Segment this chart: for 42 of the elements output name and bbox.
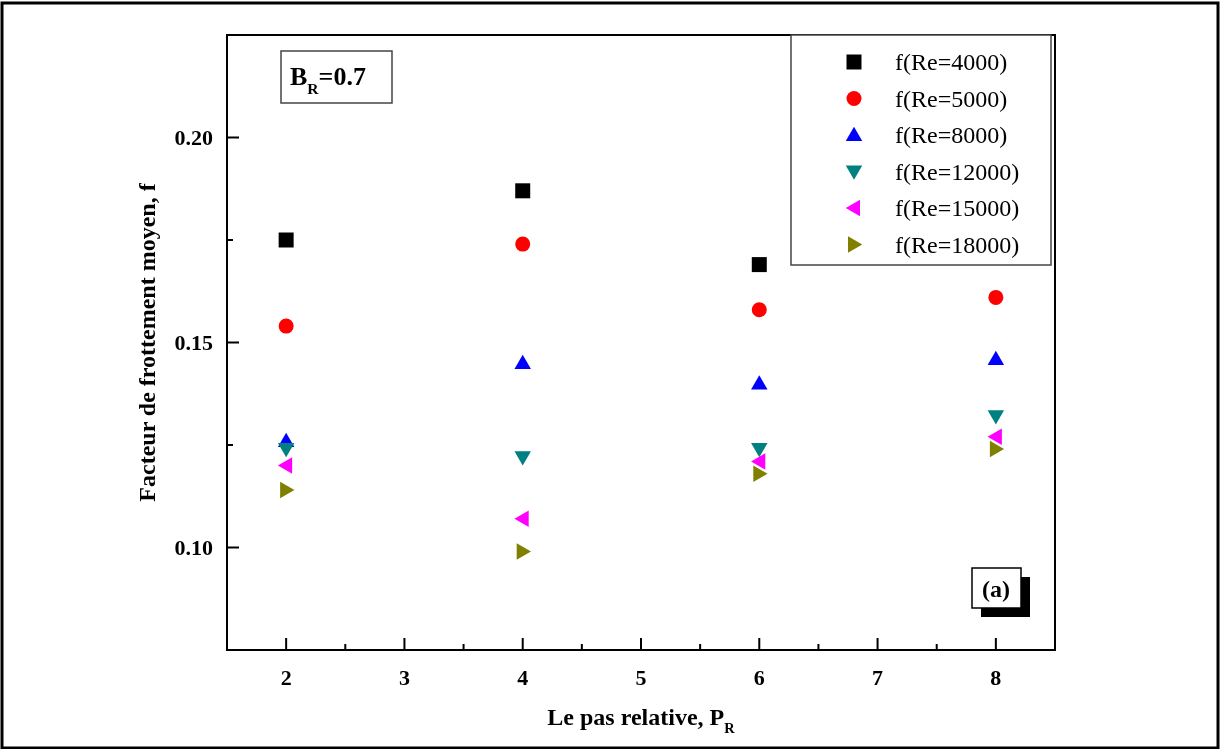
point [516, 543, 531, 560]
point [987, 410, 1005, 425]
point [987, 350, 1005, 365]
point [514, 354, 531, 369]
x-tick-label: 4 [517, 665, 529, 690]
y-axis-title: Facteur de frottement moyen, f [134, 182, 160, 502]
y-tick-label: 0.10 [174, 534, 213, 560]
annotation: (a) [982, 576, 1010, 602]
point [514, 510, 529, 528]
x-tick-label: 5 [635, 665, 647, 690]
point [278, 318, 294, 334]
point [514, 451, 531, 466]
point [989, 440, 1005, 458]
legend-label: f(Re=12000) [895, 158, 1020, 185]
point [751, 375, 768, 390]
point [987, 428, 1002, 446]
point [277, 443, 295, 458]
point [515, 236, 531, 252]
x-tick-label: 2 [280, 665, 292, 690]
point [751, 453, 766, 470]
legend-label: f(Re=5000) [895, 85, 1008, 112]
point [277, 457, 293, 474]
y-tick-label: 0.15 [174, 329, 213, 355]
point [988, 289, 1004, 305]
x-tick-label: 8 [990, 665, 1002, 690]
legend-label: f(Re=18000) [895, 231, 1020, 258]
legend-label: f(Re=4000) [895, 49, 1008, 75]
x-axis-title: Le pas relative, P$_{R}$ [547, 704, 736, 736]
point [751, 443, 768, 458]
point [515, 183, 531, 199]
point [751, 302, 767, 318]
legend-label: f(Re=15000) [895, 195, 1020, 221]
x-tick-label: 6 [753, 665, 765, 690]
point [751, 257, 767, 273]
point [753, 465, 768, 482]
annotation: B$_{R}$=0.7 [290, 62, 366, 97]
point [280, 481, 295, 499]
legend-label: f(Re=8000) [895, 122, 1008, 148]
y-tick-label: 0.20 [174, 124, 213, 150]
point [278, 232, 294, 248]
x-tick-label: 3 [398, 665, 410, 690]
x-tick-label: 7 [872, 665, 884, 690]
